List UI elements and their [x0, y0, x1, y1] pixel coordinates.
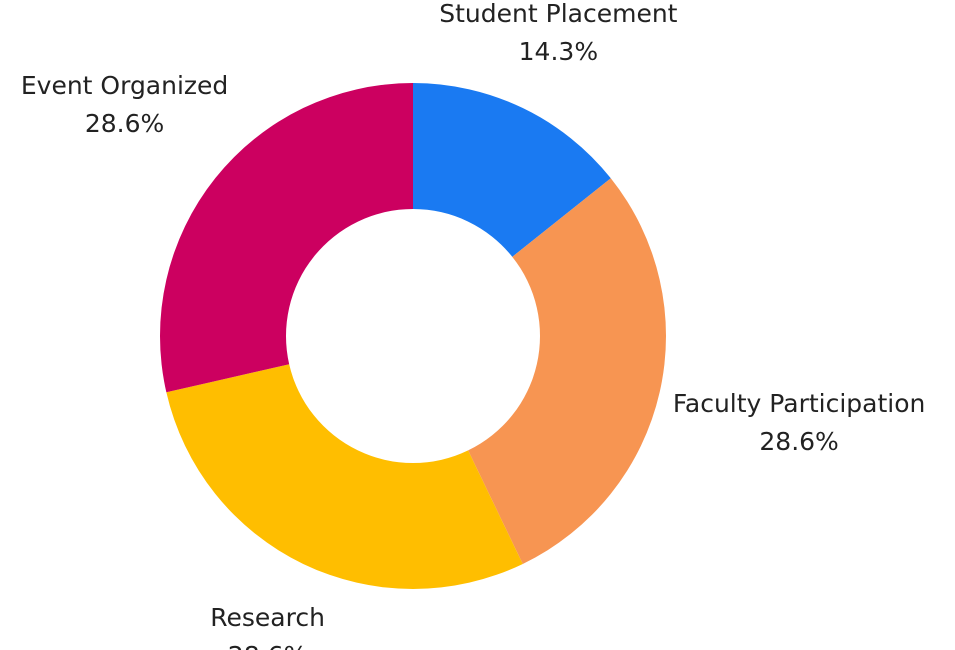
- slice-value-label: 28.6%: [228, 641, 307, 650]
- donut-slice: [166, 364, 523, 589]
- slice-label: Research: [210, 603, 325, 632]
- slice-label: Event Organized: [21, 71, 228, 100]
- donut-slice: [159, 83, 413, 393]
- slice-value-label: 28.6%: [759, 427, 838, 456]
- slice-value-label: 28.6%: [85, 109, 164, 138]
- slice-label: Student Placement: [439, 0, 677, 28]
- slice-value-label: 14.3%: [519, 37, 598, 66]
- donut-slice: [413, 83, 611, 257]
- slice-label: Faculty Participation: [673, 389, 926, 418]
- donut-slice: [468, 178, 667, 564]
